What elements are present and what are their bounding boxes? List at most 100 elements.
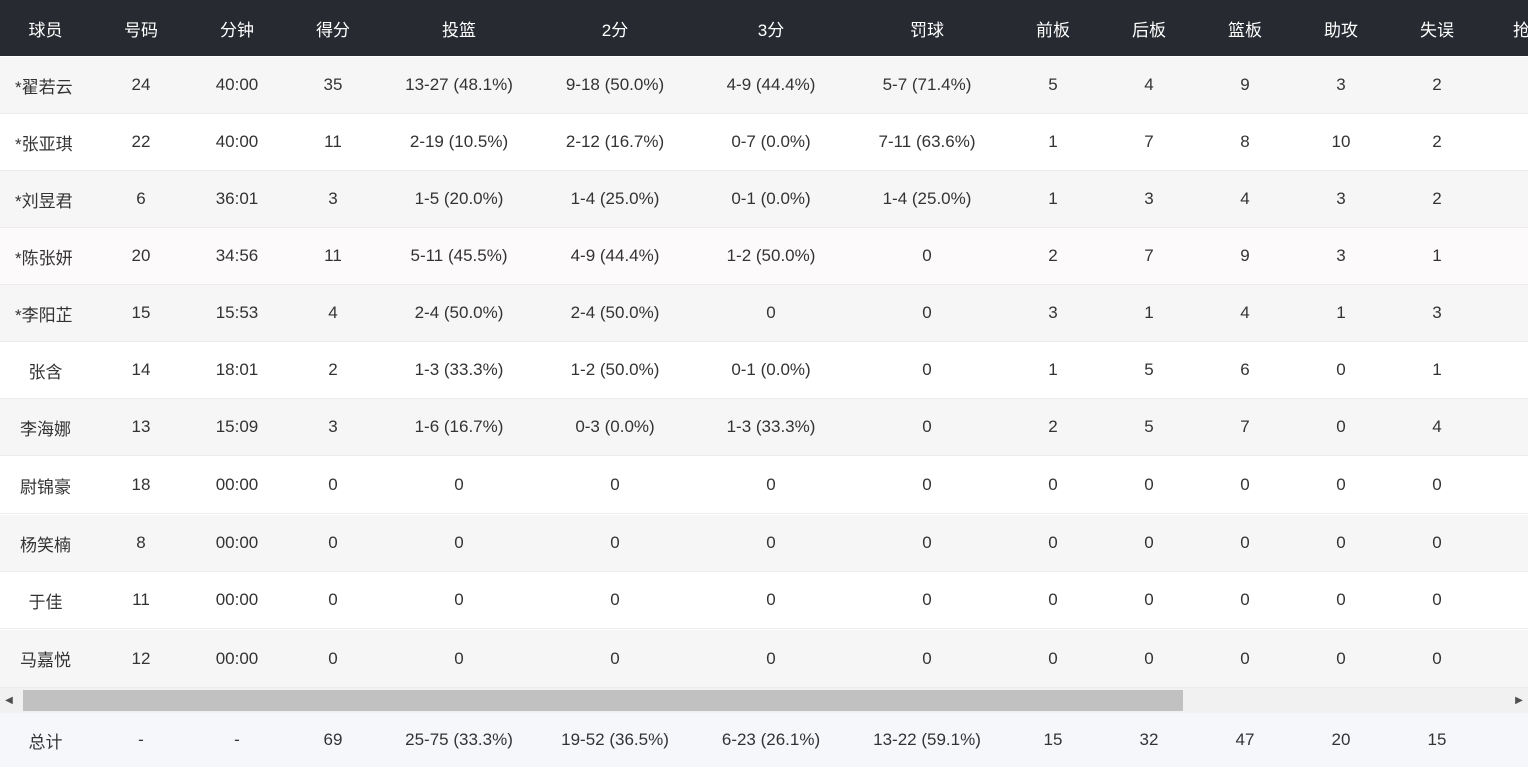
player-three-pointers: 1-2 (50.0%) xyxy=(726,246,816,265)
player-minutes: 40:00 xyxy=(215,132,259,151)
player-field-goals: 0 xyxy=(454,533,464,552)
player-assists: 3 xyxy=(1336,246,1346,265)
horizontal-scrollbar[interactable]: ◀ ▶ xyxy=(0,688,1528,713)
player-offensive-rebounds: 5 xyxy=(1048,75,1058,94)
table-row: 尉锦豪 18 00:00 0 0 0 0 0 0 0 0 0 0 xyxy=(0,457,1528,514)
player-turnovers: 2 xyxy=(1432,189,1442,208)
player-name[interactable]: *翟若云 xyxy=(15,77,73,97)
player-points: 11 xyxy=(324,246,342,265)
player-offensive-rebounds: 0 xyxy=(1048,533,1058,552)
player-name[interactable]: *张亚琪 xyxy=(15,134,73,154)
player-two-pointers: 0 xyxy=(610,648,620,668)
header-steals-partial[interactable]: 抢 xyxy=(1513,20,1528,40)
header-points[interactable]: 得分 xyxy=(316,20,350,40)
table-row: *刘昱君 6 36:01 3 1-5 (20.0%) 1-4 (25.0%) 0… xyxy=(0,171,1528,228)
player-two-pointers: 2-12 (16.7%) xyxy=(565,132,665,151)
header-three-pointers[interactable]: 3分 xyxy=(757,20,785,40)
scroll-left-arrow-icon[interactable]: ◀ xyxy=(5,695,13,706)
player-assists: 3 xyxy=(1336,189,1346,208)
player-name[interactable]: *陈张妍 xyxy=(15,248,73,268)
player-minutes: 00:00 xyxy=(215,533,259,552)
player-name[interactable]: 杨笑楠 xyxy=(20,535,71,555)
player-turnovers: 4 xyxy=(1432,417,1442,436)
player-three-pointers: 0-1 (0.0%) xyxy=(731,189,811,208)
player-free-throws: 0 xyxy=(922,246,932,265)
player-three-pointers: 0 xyxy=(766,303,776,322)
totals-field-goals: 25-75 (33.3%) xyxy=(405,730,513,749)
header-defensive-rebounds[interactable]: 后板 xyxy=(1132,20,1166,40)
player-assists: 3 xyxy=(1336,75,1346,94)
player-name[interactable]: 张含 xyxy=(28,362,63,382)
player-offensive-rebounds: 0 xyxy=(1048,648,1058,668)
totals-two-pointers: 19-52 (36.5%) xyxy=(561,730,669,749)
player-number: 8 xyxy=(136,533,146,552)
player-free-throws: 0 xyxy=(922,303,932,322)
player-offensive-rebounds: 1 xyxy=(1048,132,1058,151)
player-name[interactable]: 李海娜 xyxy=(20,419,71,439)
player-name[interactable]: 马嘉悦 xyxy=(20,651,71,670)
player-turnovers: 0 xyxy=(1432,590,1442,609)
player-turnovers: 0 xyxy=(1432,533,1442,552)
table-row: 李海娜 13 15:09 3 1-6 (16.7%) 0-3 (0.0%) 1-… xyxy=(0,399,1528,456)
player-free-throws: 1-4 (25.0%) xyxy=(882,189,972,208)
player-three-pointers: 1-3 (33.3%) xyxy=(726,417,816,436)
player-field-goals: 1-3 (33.3%) xyxy=(414,360,504,379)
header-free-throws[interactable]: 罚球 xyxy=(910,20,944,40)
player-assists: 0 xyxy=(1336,533,1346,552)
player-points: 2 xyxy=(328,360,338,379)
totals-turnovers: 15 xyxy=(1427,730,1447,749)
player-name[interactable]: *刘昱君 xyxy=(15,191,73,211)
header-rebounds[interactable]: 篮板 xyxy=(1228,20,1262,40)
totals-minutes: - xyxy=(234,730,240,749)
header-number[interactable]: 号码 xyxy=(124,20,158,40)
player-minutes: 15:09 xyxy=(215,417,259,436)
player-three-pointers: 0 xyxy=(766,590,776,609)
player-field-goals: 2-4 (50.0%) xyxy=(414,303,504,322)
player-offensive-rebounds: 2 xyxy=(1048,417,1058,436)
player-number: 15 xyxy=(131,303,151,322)
player-two-pointers: 1-2 (50.0%) xyxy=(570,360,660,379)
player-two-pointers: 0 xyxy=(610,590,620,609)
table-row: *张亚琪 22 40:00 11 2-19 (10.5%) 2-12 (16.7… xyxy=(0,114,1528,171)
player-free-throws: 0 xyxy=(922,648,932,668)
header-field-goals[interactable]: 投篮 xyxy=(442,20,476,40)
player-defensive-rebounds: 4 xyxy=(1144,75,1154,94)
player-name[interactable]: 于佳 xyxy=(28,592,63,612)
table-row: *翟若云 24 40:00 35 13-27 (48.1%) 9-18 (50.… xyxy=(0,57,1528,114)
player-two-pointers: 2-4 (50.0%) xyxy=(570,303,660,322)
player-turnovers: 0 xyxy=(1432,648,1442,668)
player-free-throws: 7-11 (63.6%) xyxy=(878,132,976,151)
totals-free-throws: 13-22 (59.1%) xyxy=(873,730,981,749)
player-offensive-rebounds: 1 xyxy=(1048,189,1058,208)
player-minutes: 36:01 xyxy=(215,189,259,208)
player-field-goals: 0 xyxy=(454,590,464,609)
totals-assists: 20 xyxy=(1331,730,1351,749)
header-turnovers[interactable]: 失误 xyxy=(1420,20,1454,40)
player-three-pointers: 4-9 (44.4%) xyxy=(726,75,816,94)
scrollbar-thumb[interactable] xyxy=(23,690,1183,711)
player-free-throws: 0 xyxy=(922,475,932,494)
player-turnovers: 1 xyxy=(1432,360,1442,379)
player-minutes: 15:53 xyxy=(215,303,259,322)
player-three-pointers: 0 xyxy=(766,533,776,552)
scroll-right-arrow-icon[interactable]: ▶ xyxy=(1515,695,1523,706)
player-defensive-rebounds: 1 xyxy=(1144,303,1154,322)
header-player[interactable]: 球员 xyxy=(28,20,63,40)
player-points: 3 xyxy=(328,189,338,208)
player-number: 11 xyxy=(132,590,150,609)
header-offensive-rebounds[interactable]: 前板 xyxy=(1036,20,1070,40)
player-assists: 0 xyxy=(1336,475,1346,494)
player-two-pointers: 0-3 (0.0%) xyxy=(575,417,655,436)
header-assists[interactable]: 助攻 xyxy=(1324,20,1358,40)
player-turnovers: 2 xyxy=(1432,132,1442,151)
player-defensive-rebounds: 0 xyxy=(1144,590,1154,609)
player-name[interactable]: 尉锦豪 xyxy=(20,477,71,497)
header-minutes[interactable]: 分钟 xyxy=(220,20,254,40)
header-two-pointers[interactable]: 2分 xyxy=(601,20,629,40)
totals-rebounds: 47 xyxy=(1235,730,1255,749)
player-name[interactable]: *李阳芷 xyxy=(15,305,73,325)
player-defensive-rebounds: 5 xyxy=(1144,417,1154,436)
player-rebounds: 4 xyxy=(1240,189,1250,208)
player-rebounds: 6 xyxy=(1240,360,1250,379)
player-number: 13 xyxy=(131,417,151,436)
